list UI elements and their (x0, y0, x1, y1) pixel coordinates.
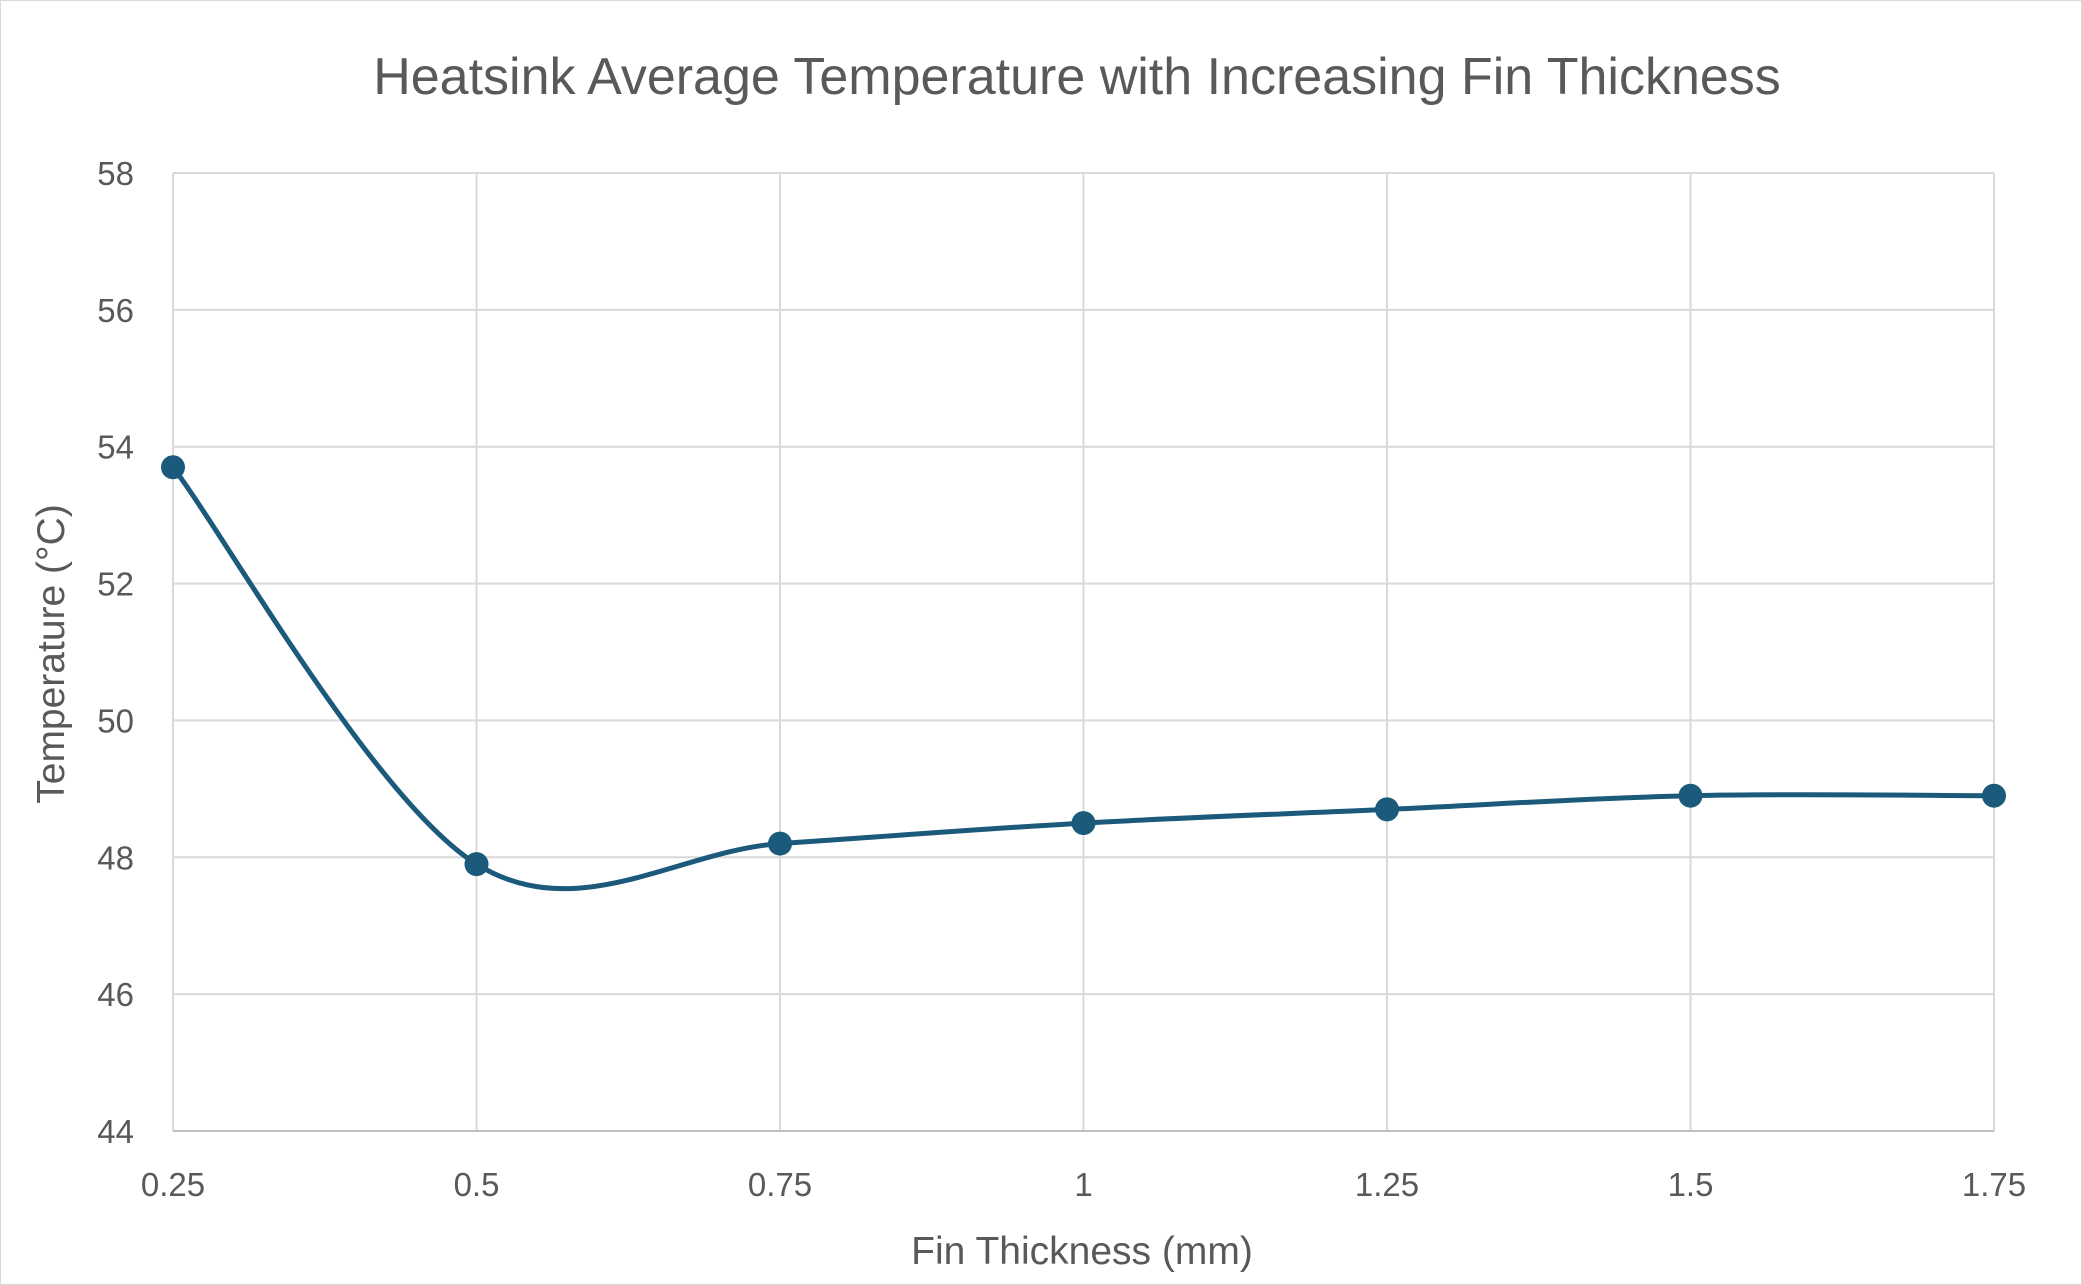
y-tick-label: 46 (97, 976, 134, 1013)
x-tick-labels: 0.25 0.5 0.75 1 1.25 1.5 1.75 (141, 1166, 2026, 1203)
x-tick-label: 1.5 (1668, 1166, 1714, 1203)
data-point (1678, 783, 1703, 808)
gridlines (172, 172, 1995, 1132)
series-group (161, 455, 2006, 892)
data-point (1375, 797, 1399, 822)
data-point (1982, 783, 2006, 808)
x-tick-label: 0.5 (454, 1166, 500, 1203)
data-point (768, 831, 792, 856)
y-tick-labels: 44 46 48 50 52 54 56 58 (97, 155, 134, 1150)
y-axis-title: Temperature (°C) (30, 504, 73, 804)
y-tick-label: 52 (97, 566, 134, 603)
x-axis-title: Fin Thickness (mm) (911, 1230, 1253, 1273)
x-tick-label: 0.25 (141, 1166, 205, 1203)
y-tick-label: 48 (97, 839, 134, 876)
y-tick-label: 44 (97, 1113, 134, 1150)
data-point (464, 852, 489, 877)
x-tick-label: 1 (1074, 1166, 1092, 1203)
x-tick-label: 1.75 (1962, 1166, 2026, 1203)
x-tick-label: 1.25 (1355, 1166, 1419, 1203)
y-tick-label: 54 (97, 429, 134, 466)
data-point (1071, 811, 1096, 836)
chart-title: Heatsink Average Temperature with Increa… (373, 48, 1781, 106)
data-point (161, 455, 185, 480)
y-tick-label: 56 (97, 292, 134, 329)
x-tick-label: 0.75 (748, 1166, 812, 1203)
y-tick-label: 50 (97, 702, 134, 739)
y-tick-label: 58 (97, 155, 134, 192)
